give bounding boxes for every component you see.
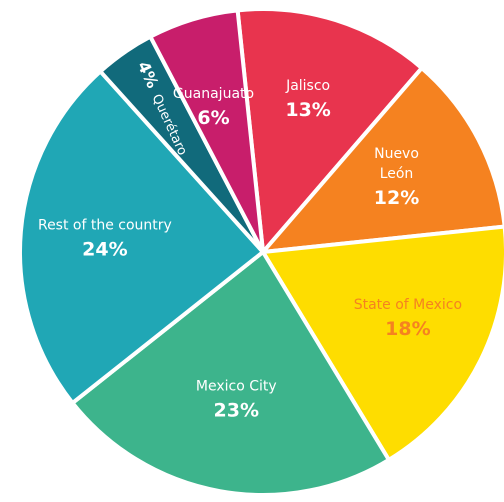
slice-label-nuevo-leon: Nuevo León 12% <box>374 146 419 209</box>
slice-label-rest-of-the-country: Rest of the country 24% <box>38 217 172 260</box>
slice-value-guanajuato: 6% <box>197 107 229 129</box>
pie-slice-mexico-city <box>70 250 391 497</box>
slice-value-nuevo-leon: 12% <box>374 187 419 209</box>
slice-value-mexico-city: 23% <box>214 399 259 421</box>
slice-name-nuevo-leon-line-2: León <box>380 166 414 182</box>
slice-value-state-of-mexico: 18% <box>385 318 430 340</box>
slice-label-guanajuato: Guanajuato 6% <box>173 86 254 129</box>
slice-label-mexico-city: Mexico City 23% <box>196 378 277 421</box>
pie-slice-rest-of-the-country <box>18 69 265 405</box>
slice-label-state-of-mexico: State of Mexico 18% <box>354 297 462 340</box>
slice-value-rest-of-the-country: 24% <box>82 238 127 260</box>
slice-name-nuevo-leon-line-1: Nuevo <box>374 146 419 162</box>
pie-slice-guanajuato <box>148 8 265 254</box>
slice-name-rest-of-the-country: Rest of the country <box>38 217 172 233</box>
pie-slice-state-of-mexico <box>261 224 504 462</box>
slice-name-jalisco: Jalisco <box>285 78 330 94</box>
pie-slice-jalisco <box>235 7 424 254</box>
slice-value-jalisco: 13% <box>285 99 330 121</box>
slice-label-jalisco: Jalisco 13% <box>285 78 331 121</box>
slice-name-mexico-city: Mexico City <box>196 378 277 394</box>
pie-slice-nuevo-leon <box>261 66 504 254</box>
slice-name-guanajuato: Guanajuato <box>173 86 254 102</box>
slices-layer <box>18 7 504 497</box>
slice-name-state-of-mexico: State of Mexico <box>354 297 462 313</box>
